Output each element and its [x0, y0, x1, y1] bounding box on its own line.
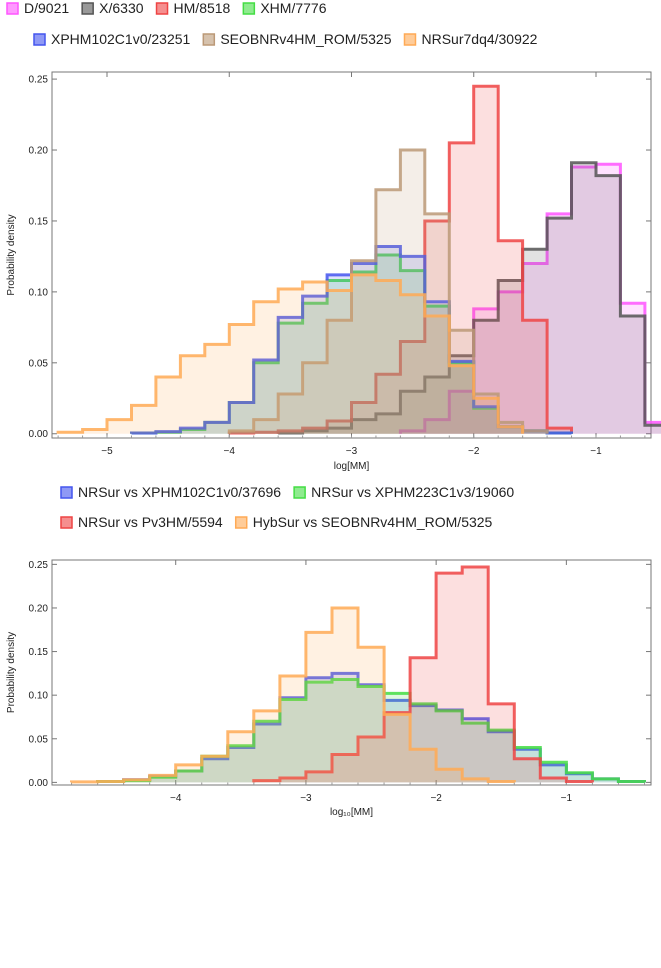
y-tick-label: 0.20: [29, 603, 49, 614]
x-tick-label: −5: [101, 446, 113, 457]
x-tick-label: −4: [224, 446, 236, 457]
legend-item: NRSur vs XPHM223C1v3/19060: [293, 484, 514, 500]
histogram-fill: [400, 164, 661, 434]
legend-item: HybSur vs SEOBNRv4HM_ROM/5325: [234, 514, 493, 530]
legend-item: HM/8518: [155, 0, 231, 16]
legend-item: NRSur vs XPHM102C1v0/37696: [60, 484, 281, 500]
plot-frame: [51, 559, 652, 786]
y-tick-label: 0.25: [29, 75, 49, 86]
x-tick-label: −3: [346, 446, 358, 457]
y-tick-label: 0.10: [29, 691, 49, 702]
series-HM/8518: [227, 84, 573, 435]
histogram-outline: [96, 678, 646, 783]
legend-label: D/9021: [24, 0, 69, 16]
x-tick-label: −4: [170, 793, 182, 804]
legend-swatch: [81, 2, 94, 15]
x-tick-label: −2: [468, 446, 480, 457]
plot-bottom: 0.00 0.05 0.10 0.15 0.20 0.25 −4 −3 −2 −1 log₁₀[MM…: [6, 559, 652, 818]
legend-bottom: NRSur vs XPHM102C1v0/37696 NRSur vs XPHM2…: [60, 484, 514, 530]
x-tick-label: −1: [590, 446, 602, 457]
legend-item: X/6330: [81, 0, 144, 16]
plot-top: 0.00 0.05 0.10 0.15 0.20 0.25 −5 −4 −3 −2 −1 log[MM…: [6, 71, 661, 472]
legend-item: D/9021: [6, 0, 69, 16]
x-axis-label: log₁₀[MM]: [330, 807, 373, 818]
histogram-fill: [278, 162, 661, 434]
series-NRSur7dq4/30922: [56, 273, 525, 434]
legend-swatch: [155, 2, 169, 15]
histogram-fill: [253, 567, 593, 783]
legend-label: XHM/7776: [260, 0, 326, 16]
legend-label: NRSur vs XPHM223C1v3/19060: [311, 484, 514, 500]
y-tick-label: 0.25: [29, 560, 49, 571]
legend-label: XPHM102C1v0/23251: [51, 31, 191, 47]
y-axis-label: Probability density: [6, 632, 17, 713]
histogram-outline: [70, 606, 516, 784]
histogram-fill: [131, 246, 572, 434]
histogram-outline: [252, 565, 594, 783]
x-axis-label: log[MM]: [334, 461, 370, 472]
legend-label: SEOBNRv4HM_ROM/5325: [220, 31, 391, 47]
legend-label: X/6330: [99, 0, 144, 16]
legend-label: HybSur vs SEOBNRv4HM_ROM/5325: [253, 514, 493, 530]
x-tick-label: −2: [430, 793, 442, 804]
x-tick-label: −1: [561, 793, 573, 804]
legend-swatch: [60, 516, 73, 529]
y-tick-label: 0.00: [29, 429, 49, 440]
legend-label: NRSur vs Pv3HM/5594: [78, 514, 223, 530]
legend-label: HM/8518: [174, 0, 231, 16]
x-tick-label: −3: [300, 793, 312, 804]
legend-swatch: [403, 33, 417, 46]
legend-label: NRSur7dq4/30922: [421, 31, 537, 47]
legend-swatch: [293, 486, 306, 499]
legend-swatch: [202, 33, 216, 46]
histogram-fill: [58, 274, 523, 434]
legend-swatch: [33, 33, 46, 46]
series-D/9021: [398, 162, 661, 434]
histogram-fill: [229, 150, 548, 434]
y-axis-label: Probability density: [6, 214, 17, 295]
legend-item: NRSur vs Pv3HM/5594: [60, 514, 223, 530]
histogram-fill: [229, 86, 572, 434]
y-tick-label: 0.15: [29, 647, 49, 658]
histogram-outline: [227, 84, 573, 435]
legend-swatch: [60, 486, 73, 499]
series-HybSur vs SEOBNRv4HM_ROM/5325: [70, 606, 516, 784]
y-tick-label: 0.10: [29, 287, 49, 298]
legend-item: SEOBNRv4HM_ROM/5325: [202, 31, 392, 47]
legend-item: XPHM102C1v0/23251: [33, 31, 191, 47]
series-NRSur vs XPHM223C1v3/19060: [96, 678, 646, 783]
legend-swatch: [234, 516, 248, 529]
y-tick-label: 0.05: [29, 358, 49, 369]
histogram-fill: [131, 255, 572, 434]
legend-label: NRSur vs XPHM102C1v0/37696: [78, 484, 281, 500]
legend-top: D/9021 X/6330 HM/8518 XHM/7776 XPHM102C1v0/2…: [6, 0, 538, 47]
histogram-fill: [71, 608, 515, 783]
histogram-outline: [398, 162, 661, 434]
histogram-fill: [97, 679, 645, 783]
y-tick-label: 0.15: [29, 216, 49, 227]
y-tick-label: 0.05: [29, 734, 49, 745]
histogram-fill: [97, 673, 645, 783]
legend-item: NRSur7dq4/30922: [403, 31, 538, 47]
legend-swatch: [6, 2, 19, 15]
legend-swatch: [242, 2, 256, 15]
series-NRSur vs Pv3HM/5594: [252, 565, 594, 783]
y-tick-label: 0.00: [29, 778, 49, 789]
y-tick-label: 0.20: [29, 146, 49, 157]
histogram-outline: [56, 273, 525, 434]
legend-item: XHM/7776: [242, 0, 327, 16]
